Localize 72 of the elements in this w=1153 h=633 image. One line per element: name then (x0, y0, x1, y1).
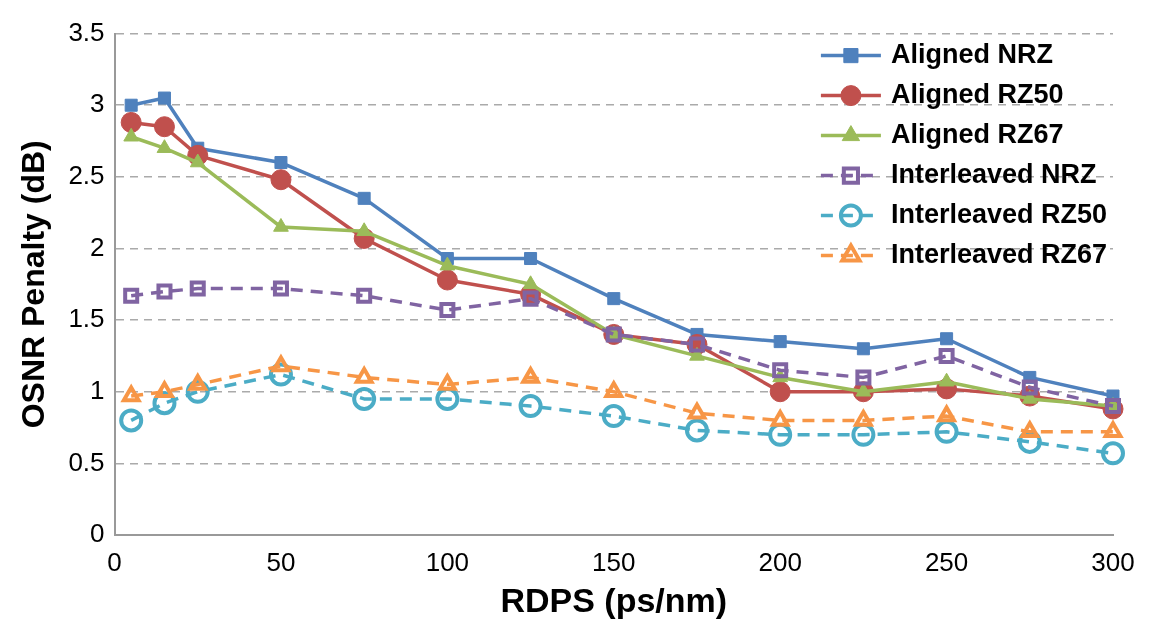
point (604, 381, 624, 398)
point (124, 98, 138, 112)
x-tick-label: 150 (592, 546, 636, 577)
point (934, 419, 959, 444)
point (439, 302, 456, 319)
point (271, 355, 291, 373)
point (687, 402, 707, 420)
point (518, 394, 543, 419)
y-axis-title: OSNR Penalty (dB) (15, 140, 52, 429)
x-tick-label: 200 (758, 546, 802, 577)
point (521, 366, 540, 384)
y-tick-label: 3.5 (68, 16, 105, 47)
point (356, 222, 373, 237)
legend-label: Aligned NRZ (890, 39, 1053, 70)
point (522, 290, 539, 307)
y-tick-label: 1.5 (68, 303, 105, 334)
legend-label: Aligned RZ67 (890, 119, 1064, 150)
x-axis-title: RDPS (ps/nm) (500, 580, 728, 619)
point (601, 404, 626, 429)
y-tick-label: 2.5 (68, 160, 105, 191)
point (274, 156, 288, 170)
point (273, 218, 289, 232)
point (940, 332, 954, 346)
point (938, 372, 955, 387)
point (438, 374, 457, 391)
legend-label: Interleaved RZ50 (890, 199, 1107, 230)
point (773, 335, 787, 349)
point (607, 292, 621, 306)
point (123, 127, 140, 142)
legend-label: Interleaved RZ67 (890, 239, 1107, 270)
y-tick-label: 3 (90, 88, 105, 119)
x-tick-label: 50 (266, 546, 296, 577)
point (120, 111, 142, 133)
point (270, 169, 292, 191)
point (769, 381, 791, 403)
legend-label: Aligned RZ50 (890, 79, 1064, 110)
point (439, 256, 456, 271)
y-tick-label: 0.5 (68, 446, 105, 477)
point (155, 381, 174, 398)
point (1020, 421, 1040, 439)
point (119, 408, 144, 433)
point (1104, 398, 1122, 415)
y-tick-label: 2 (90, 231, 105, 262)
point (357, 191, 371, 205)
point (354, 366, 374, 384)
legend-label: Interleaved NRZ (890, 159, 1097, 190)
point (856, 342, 870, 356)
point (123, 287, 140, 304)
point (772, 362, 789, 379)
point (356, 287, 373, 304)
point (272, 280, 289, 297)
point (1101, 441, 1125, 466)
point (1103, 421, 1123, 439)
point (938, 347, 955, 364)
point (855, 369, 872, 386)
point (522, 275, 539, 290)
point (189, 280, 206, 297)
x-tick-label: 250 (924, 546, 969, 577)
y-tick-label: 0 (90, 518, 105, 549)
point (156, 283, 173, 300)
point (156, 139, 173, 153)
point (854, 409, 873, 427)
point (770, 409, 790, 427)
point (157, 91, 171, 105)
point (684, 418, 709, 443)
point (153, 116, 175, 138)
point (524, 252, 538, 266)
y-tick-label: 1 (90, 374, 105, 405)
x-tick-label: 100 (425, 546, 470, 577)
point (352, 386, 377, 411)
x-tick-label: 300 (1091, 546, 1135, 577)
point (436, 269, 458, 291)
